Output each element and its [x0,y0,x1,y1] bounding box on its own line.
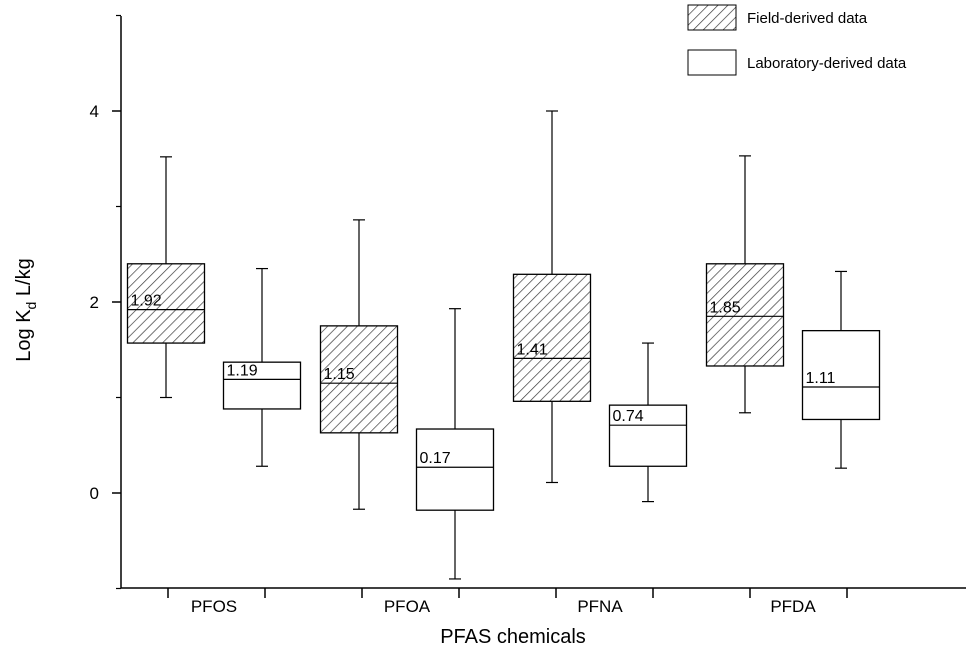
svg-text:Log Kd L/kg: Log Kd L/kg [13,258,39,361]
box-iqr [705,263,785,367]
median-label: 1.41 [517,341,548,358]
y-tick-label: 4 [90,102,99,121]
median-label: 1.11 [806,370,836,387]
x-axis-ticks: PFOS PFOA PFNA PFDA [167,588,848,616]
x-axis-title: PFAS chemicals [440,626,586,648]
box-iqr [319,325,399,434]
legend-swatch-field [687,4,737,31]
y-axis-title-unit: L/kg [13,258,35,296]
legend: Field-derived data Laboratory-derived da… [687,4,907,76]
median-label: 1.92 [131,293,162,310]
x-tick-label: PFNA [577,597,623,616]
legend-swatch-lab [687,49,737,76]
box-iqr [608,404,688,467]
lab-box-pfna: 0.74 [608,342,688,503]
field-box-pfna: 1.41 [512,110,592,484]
y-tick-label: 0 [90,484,99,503]
field-box-pfos: 1.92 [126,156,206,399]
median-label: 1.19 [227,362,258,379]
legend-label-lab: Laboratory-derived data [747,55,907,72]
lab-box-pfda: 1.11 [801,270,881,469]
y-axis-ticks: 0 2 4 [90,14,121,590]
median-label: 0.17 [420,450,451,467]
box-iqr [126,263,206,344]
box-iqr [415,428,495,511]
box-iqr [222,361,302,410]
field-box-pfoa: 1.15 [319,219,399,510]
median-label: 1.15 [324,366,355,383]
box-iqr [512,273,592,402]
y-axis-title: Log Kd L/kg [13,258,39,361]
field-box-pfda: 1.85 [705,155,785,414]
y-axis-title-main: Log K [13,309,35,362]
boxes-layer: 1.92 1.15 1.41 1.85 1.19 0.17 0.74 1.11 [126,110,881,580]
median-label: 0.74 [613,408,644,425]
x-tick-label: PFOS [191,597,237,616]
lab-box-pfoa: 0.17 [415,308,495,580]
lab-box-pfos: 1.19 [222,267,302,467]
box-iqr [801,329,881,421]
x-tick-label: PFOA [384,597,431,616]
x-tick-label: PFDA [770,597,816,616]
y-tick-label: 2 [90,293,99,312]
legend-label-field: Field-derived data [747,10,868,27]
y-axis-title-subscript: d [23,302,39,310]
median-label: 1.85 [710,299,741,316]
